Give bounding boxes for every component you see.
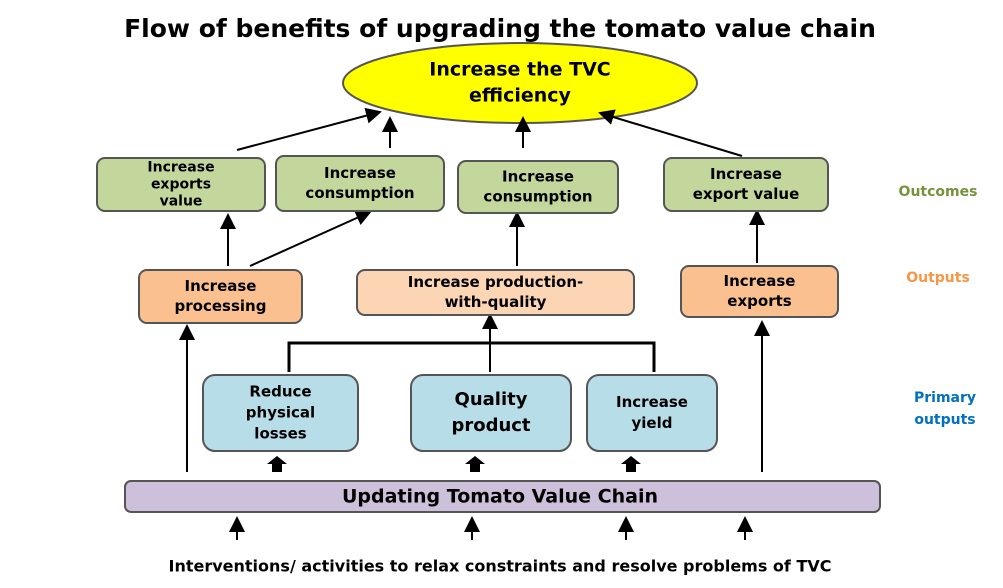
box [202, 374, 359, 452]
title: Flow of benefits of upgrading the tomato… [124, 14, 876, 43]
base-box [124, 480, 881, 513]
box-text: exports [151, 177, 211, 193]
box-text: losses [254, 425, 306, 443]
level-label: Outputs [906, 270, 970, 286]
box-text: processing [175, 297, 267, 315]
box-text: consumption [305, 184, 414, 202]
box [663, 157, 829, 212]
box-text: Increase [616, 393, 688, 411]
level-label: outputs [914, 412, 975, 428]
box-text: with-quality [445, 293, 547, 311]
box-text: Increase [147, 160, 214, 176]
box-text: export value [693, 185, 800, 203]
footer: Interventions/ activities to relax const… [169, 557, 832, 576]
box-text: Quality [455, 389, 528, 410]
box-text: Increase [502, 168, 574, 186]
box-text: Increase [185, 277, 257, 295]
box [410, 374, 572, 452]
box [96, 157, 266, 212]
level-label: Primary [914, 390, 976, 406]
box-text: physical [246, 404, 315, 422]
arrows [179, 107, 770, 540]
box-text: Increase [710, 165, 782, 183]
box-text: product [451, 415, 530, 436]
box-text: consumption [483, 188, 592, 206]
goal [342, 42, 698, 124]
box [457, 160, 619, 214]
box-text: exports [727, 292, 791, 310]
box [586, 374, 718, 452]
level-label: Outcomes [899, 184, 978, 200]
box [680, 265, 839, 318]
box-text: Increase production- [408, 273, 583, 291]
box [356, 269, 635, 316]
goal-text: Increase the TVC [429, 59, 610, 81]
box-text: Increase [724, 272, 796, 290]
box [275, 155, 445, 212]
box-text: yield [632, 414, 673, 432]
box-text: Reduce [249, 383, 311, 401]
base: Updating Tomato Value Chain [342, 486, 658, 508]
box-text: Increase [324, 164, 396, 182]
goal-text: efficiency [469, 85, 572, 107]
box-text: value [160, 194, 203, 210]
box [138, 269, 303, 324]
